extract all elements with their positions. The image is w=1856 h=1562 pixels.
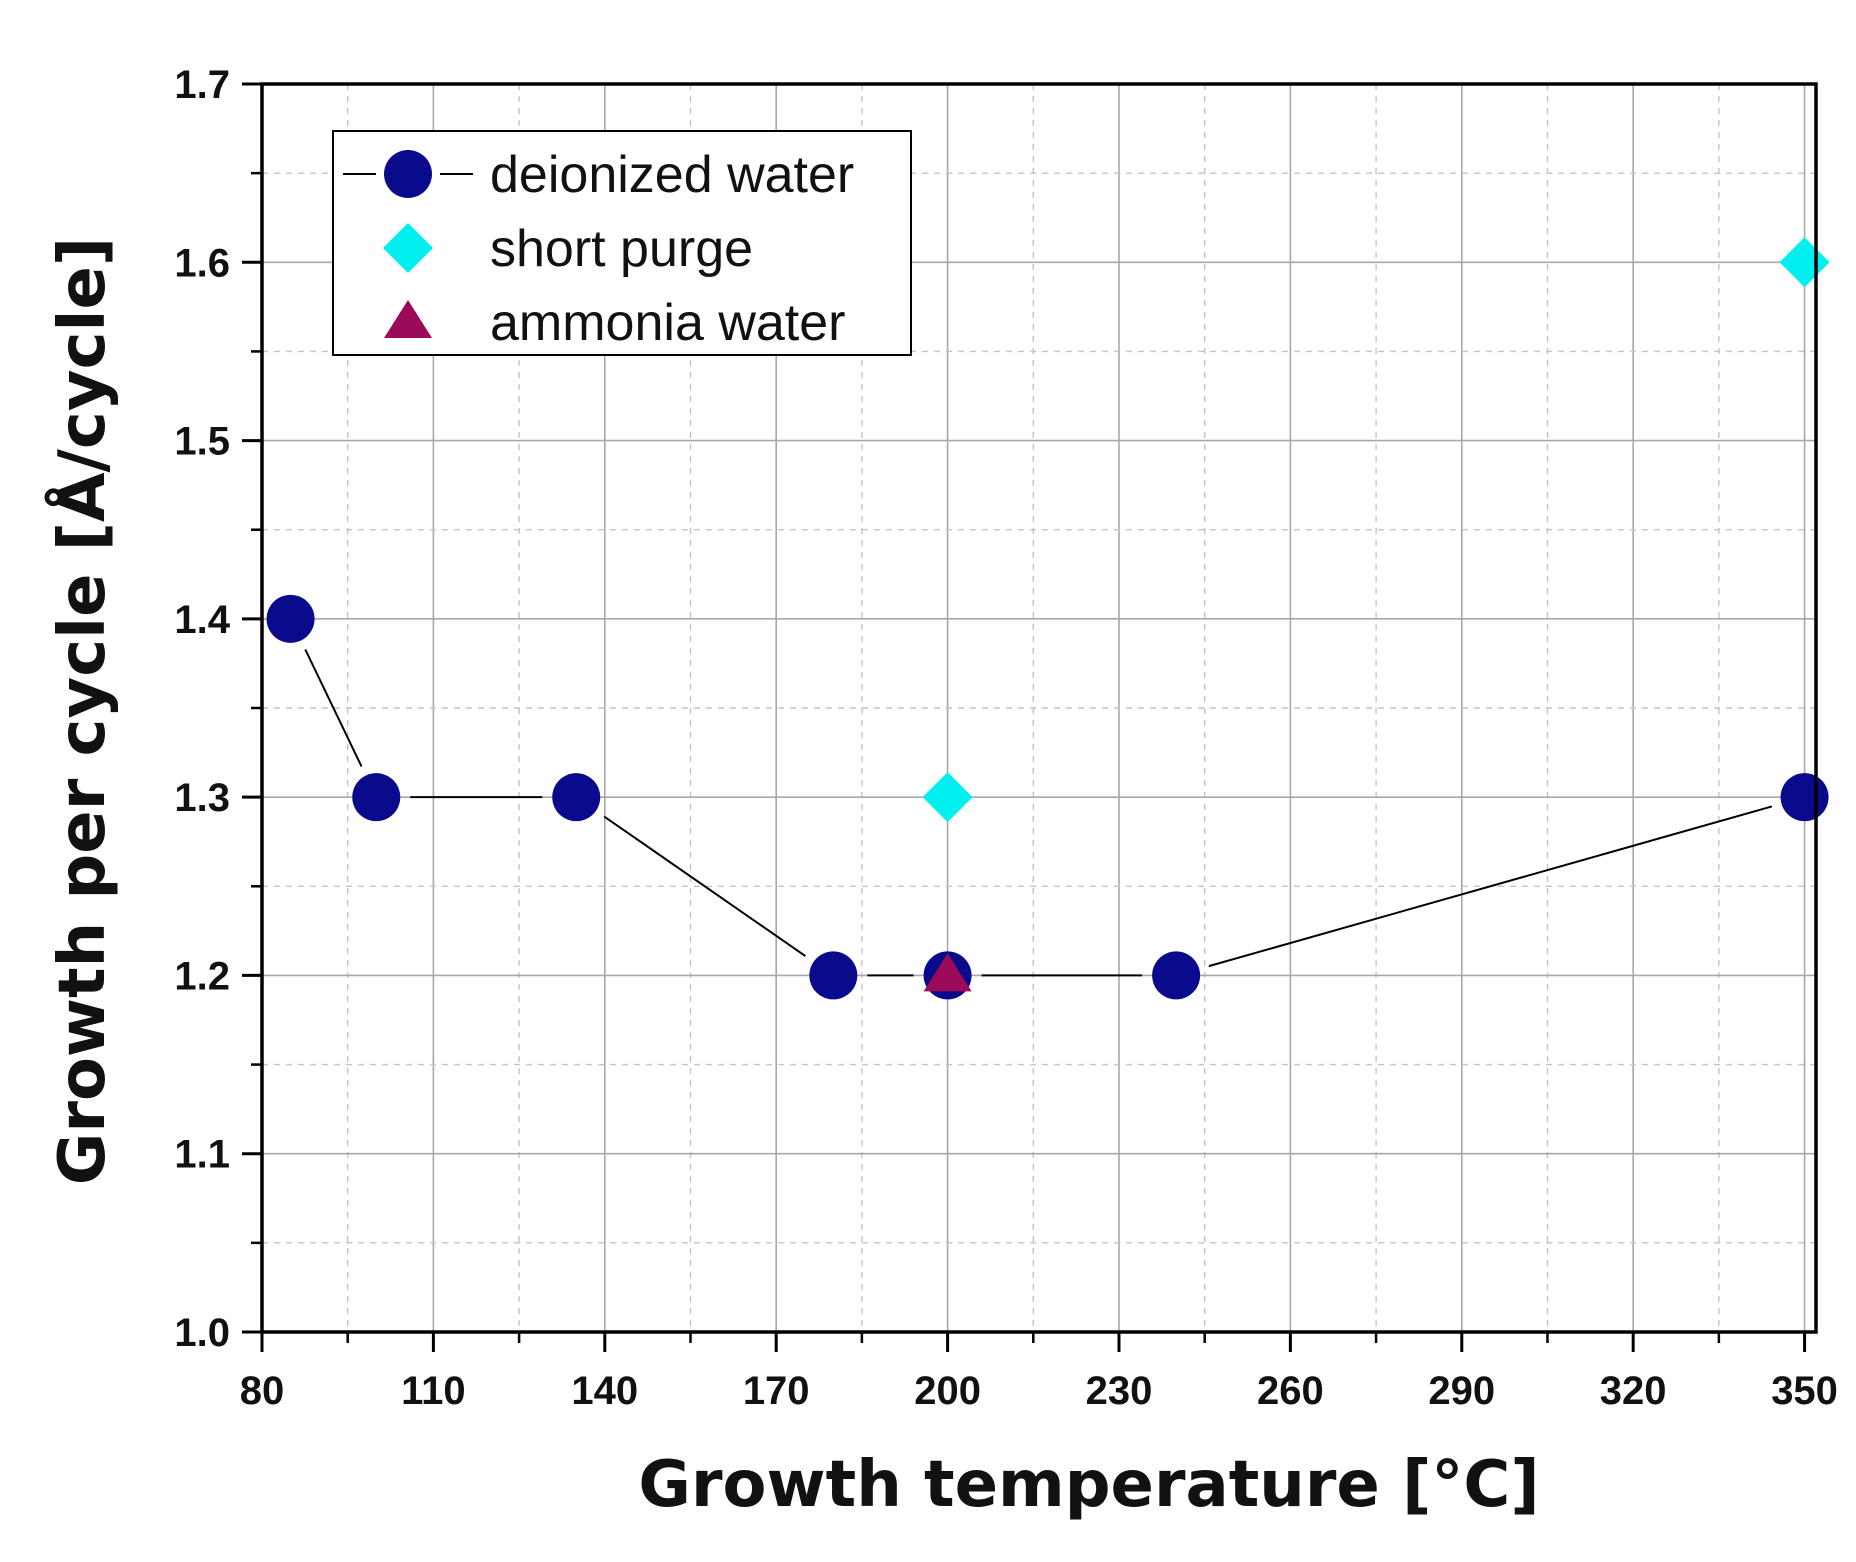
legend-marker: [384, 300, 432, 338]
y-tick-label: 1.6: [174, 241, 230, 285]
series-line-segment: [304, 649, 363, 767]
x-tick-label: 110: [401, 1369, 466, 1413]
y-tick-label: 1.2: [174, 954, 230, 998]
short-purge-point: [922, 772, 973, 823]
series-line-segment: [603, 815, 806, 957]
x-tick-label: 350: [1771, 1369, 1838, 1413]
x-tick-label: 170: [743, 1369, 810, 1413]
deionized-water-point: [809, 951, 858, 1000]
deionized-water-point: [266, 594, 315, 643]
x-tick-label: 260: [1257, 1369, 1324, 1413]
x-tick-label: 320: [1600, 1369, 1667, 1413]
x-axis-title: Growth temperature [°C]: [638, 1448, 1539, 1522]
deionized-water-point: [352, 773, 401, 822]
y-tick-label: 1.1: [174, 1133, 230, 1177]
y-axis-title: Growth per cycle [Å/cycle]: [44, 237, 120, 1185]
ammonia-water-point: [923, 953, 972, 992]
axis-ticks: 80 110 140 170 200 230 260 290 320 350 1.0 1.1 1.2 1.…: [174, 63, 1838, 1413]
deionized-water-point: [1152, 951, 1201, 1000]
x-tick-label: 230: [1086, 1369, 1153, 1413]
deionized-water-point: [1780, 773, 1829, 822]
y-tick-label: 1.3: [174, 776, 230, 820]
y-tick-label: 1.0: [174, 1311, 230, 1355]
series-line: [304, 649, 1773, 977]
legend-marker: [384, 150, 432, 198]
legend-label: deionized water: [490, 146, 854, 204]
legend-label: short purge: [490, 220, 753, 278]
x-tick-label: 80: [240, 1369, 285, 1413]
deionized-water-point: [552, 773, 601, 822]
legend-marker: [383, 223, 433, 273]
y-tick-label: 1.5: [174, 420, 230, 464]
series-line-segment: [1208, 805, 1773, 968]
x-tick-label: 200: [914, 1369, 981, 1413]
y-tick-label: 1.4: [174, 598, 230, 642]
x-tick-label: 140: [571, 1369, 638, 1413]
legend-label: ammonia water: [490, 294, 845, 352]
legend: deionized water short purge ammonia water: [332, 130, 912, 356]
x-tick-label: 290: [1428, 1369, 1495, 1413]
y-tick-label: 1.7: [174, 63, 230, 107]
